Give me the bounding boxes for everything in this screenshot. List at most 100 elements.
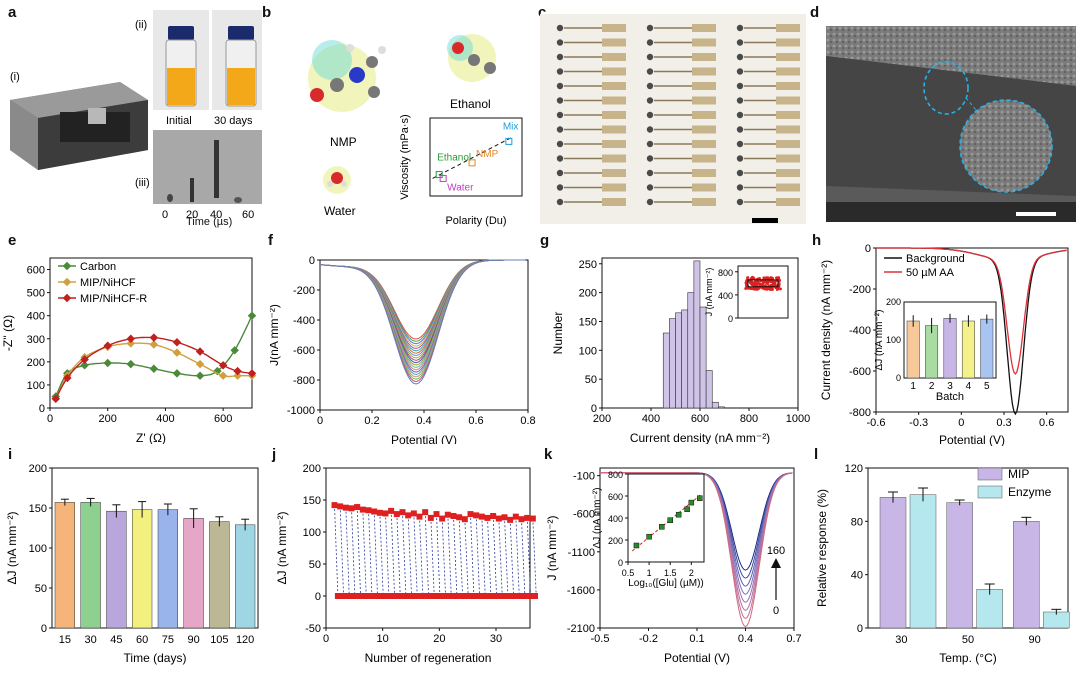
electrode-contact (692, 169, 716, 177)
series-marker-0 (247, 311, 257, 320)
regen-high-marker (450, 513, 457, 519)
y-tick-label: 0 (857, 623, 863, 635)
regen-link (339, 506, 344, 597)
calibration-curve-5 (600, 472, 793, 611)
series-marker-0 (172, 369, 182, 378)
regen-link (498, 518, 503, 597)
series-marker-2 (51, 394, 61, 404)
electrode-pad (646, 111, 654, 119)
regen-link (368, 510, 373, 597)
voltammogram-curve-9 (319, 259, 526, 361)
regen-high-marker (365, 507, 372, 514)
x-tick-label: 60 (136, 634, 148, 646)
y-tick-label: 0 (591, 403, 597, 415)
inset-point (765, 287, 769, 291)
regen-link (470, 514, 475, 597)
regen-low-marker (385, 593, 392, 599)
regen-low-marker (334, 593, 341, 599)
series-line-1 (876, 247, 1067, 376)
electrode-pad (556, 198, 564, 206)
y-tick-label: -1000 (287, 405, 315, 417)
stability-bar-4 (157, 509, 178, 629)
y-axis-label: Number (551, 312, 565, 355)
regen-low-marker (499, 593, 506, 599)
x-axis-label: Potential (V) (664, 651, 730, 665)
voltammogram-curve-2 (319, 259, 526, 345)
series-marker-2 (172, 337, 182, 347)
inset-data-point (633, 542, 640, 549)
water-molecule (323, 166, 351, 194)
histogram-bar-0 (662, 332, 670, 409)
regen-high-marker (529, 515, 536, 522)
molecule-label-ethanol: Ethanol (450, 97, 491, 111)
electrode-pad (736, 184, 744, 191)
histogram-bar-5 (693, 260, 701, 409)
data-point-water (439, 174, 447, 182)
scale-bar (752, 218, 778, 223)
regen-high-marker (490, 513, 497, 519)
inset-point (751, 281, 755, 285)
x-axis-label: Time (days) (124, 651, 187, 665)
stability-bar-2 (106, 510, 127, 629)
y-tick-label: 800 (608, 470, 623, 480)
histogram-bar-2 (675, 312, 682, 409)
regen-low-marker (351, 593, 358, 599)
electrode-pad (736, 97, 744, 104)
arrow-label-top: 160 (767, 545, 785, 557)
electrode-pad (556, 24, 564, 32)
legend-label-2: MIP/NiHCF-R (80, 293, 147, 305)
voltammogram-curve-17 (319, 259, 526, 380)
regen-low-marker (346, 593, 353, 599)
x-tick-label: 0.2 (364, 415, 379, 427)
inset-bar-1 (925, 325, 939, 379)
inset-bar-4 (980, 318, 994, 379)
point-label-ethanol: Ethanol (437, 153, 471, 164)
regen-low-marker (431, 593, 438, 599)
x-tick-label: 120 (236, 634, 254, 646)
series-marker-0 (213, 366, 222, 376)
vial-caption-initial: Initial (166, 115, 192, 127)
electrode-pad (646, 82, 654, 90)
panel-label-i: i (8, 446, 13, 463)
inset-x-tick-label: 3 (947, 381, 953, 392)
x-tick-label: 0.6 (468, 415, 483, 427)
electrode-contact (692, 111, 716, 119)
electrode-contact (692, 53, 716, 61)
x-tick-label: 0 (317, 415, 323, 427)
series-marker-0 (149, 364, 159, 374)
inset-x-tick-label: 1 (910, 381, 916, 392)
inset-point (745, 279, 749, 283)
regen-link (481, 516, 486, 597)
y-tick-label: 100 (303, 527, 321, 539)
regen-low-marker (510, 593, 517, 599)
regen-low-marker (453, 593, 460, 599)
electrode-pad (736, 82, 744, 90)
x-tick-label: 0 (958, 417, 964, 429)
electrode-pad (556, 68, 564, 75)
electrode-pad (646, 169, 654, 177)
electrode-contact (692, 82, 716, 90)
panel-e-nyquist-chart: 0 200 400 600 0 100 200 300 400 500 600 Z' (Ω) -Z'' … (1, 257, 257, 444)
electrode-pad (736, 68, 744, 75)
series-marker-1 (126, 339, 136, 348)
y-tick-label: 150 (29, 503, 47, 515)
y-tick-label: -400 (293, 315, 315, 327)
electrode-contact (776, 111, 800, 119)
voltammogram-curve-8 (319, 259, 526, 359)
electrode-contact (692, 67, 716, 76)
y-axis-label: J (nA mm⁻²) (704, 268, 714, 317)
inset-data-point (684, 506, 690, 512)
regen-link (407, 515, 412, 597)
x-tick-label: 600 (691, 413, 709, 425)
electrode-pad (646, 68, 654, 75)
regen-low-marker (482, 593, 489, 599)
stability-bar-5 (183, 518, 204, 629)
electrode-pad (646, 140, 654, 148)
regen-low-marker (363, 593, 370, 599)
electrode-pad (646, 155, 654, 162)
regen-high-marker (382, 510, 389, 517)
regen-high-marker (439, 515, 446, 522)
series-marker-2 (103, 341, 112, 350)
histogram-bar-8 (711, 401, 719, 409)
